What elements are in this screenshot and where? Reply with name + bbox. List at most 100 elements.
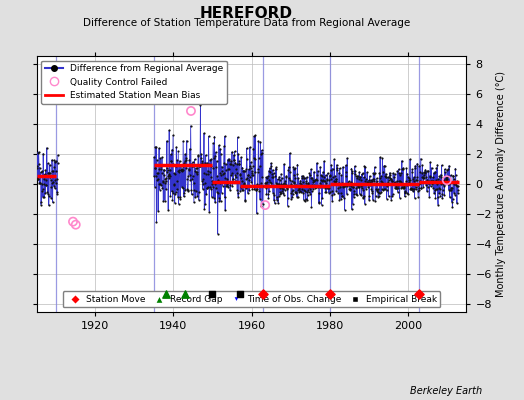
- Point: [189, 173, 198, 180]
- Point: [443, 178, 452, 184]
- Point: [444, 173, 452, 180]
- Point: [185, 172, 194, 178]
- Point: [330, 156, 339, 162]
- Point: [247, 168, 256, 174]
- Point: [177, 166, 185, 172]
- Point: [194, 197, 203, 203]
- Point: [52, 180, 60, 186]
- Point: [325, 291, 334, 297]
- Point: [256, 139, 265, 145]
- Point: [331, 175, 340, 182]
- Point: [386, 170, 394, 176]
- Point: [281, 182, 290, 189]
- Point: [178, 184, 186, 190]
- Point: [223, 181, 231, 187]
- Point: [358, 170, 367, 176]
- Point: [399, 166, 407, 172]
- Point: [316, 177, 325, 183]
- Point: [407, 185, 415, 192]
- Point: [274, 200, 282, 207]
- Point: [172, 188, 180, 195]
- Point: [255, 154, 263, 161]
- Point: [429, 178, 437, 185]
- Point: [166, 172, 174, 179]
- Point: [181, 158, 189, 164]
- Point: [413, 182, 422, 188]
- Point: [327, 162, 335, 168]
- Point: [315, 190, 323, 196]
- Point: [407, 186, 416, 192]
- Point: [340, 195, 348, 201]
- Point: [243, 175, 252, 181]
- Point: [47, 177, 55, 184]
- Point: [37, 181, 46, 187]
- Point: [270, 200, 279, 206]
- Point: [441, 181, 449, 187]
- Point: [329, 180, 337, 187]
- Point: [435, 190, 443, 196]
- Point: [256, 163, 264, 169]
- Point: [179, 185, 187, 191]
- Point: [200, 206, 209, 212]
- Point: [394, 189, 402, 195]
- Point: [409, 176, 418, 182]
- Point: [161, 179, 169, 186]
- Point: [340, 182, 348, 189]
- Point: [214, 176, 223, 183]
- Point: [345, 186, 353, 192]
- Point: [231, 171, 239, 178]
- Point: [168, 197, 177, 204]
- Point: [347, 182, 355, 189]
- Point: [275, 176, 283, 183]
- Point: [356, 174, 364, 181]
- Point: [46, 161, 54, 168]
- Point: [376, 189, 384, 196]
- Point: [324, 190, 333, 196]
- Point: [208, 194, 216, 200]
- Point: [334, 190, 342, 196]
- Point: [48, 156, 56, 163]
- Point: [209, 140, 217, 146]
- Point: [296, 177, 304, 184]
- Point: [373, 178, 381, 185]
- Point: [153, 177, 161, 184]
- Point: [353, 173, 362, 180]
- Point: [408, 186, 416, 193]
- Point: [321, 188, 330, 195]
- Point: [297, 189, 305, 195]
- Point: [250, 133, 258, 139]
- Point: [291, 190, 300, 196]
- Point: [225, 166, 233, 173]
- Point: [35, 149, 43, 155]
- Point: [390, 180, 398, 186]
- Point: [367, 188, 376, 194]
- Point: [374, 189, 383, 196]
- Point: [410, 178, 419, 184]
- Point: [34, 176, 42, 182]
- Point: [167, 158, 176, 164]
- Point: [370, 170, 378, 177]
- Point: [286, 177, 294, 184]
- Point: [173, 178, 181, 184]
- Point: [349, 184, 357, 190]
- Point: [385, 193, 393, 200]
- Point: [206, 156, 214, 163]
- Point: [160, 167, 168, 174]
- Point: [191, 194, 200, 201]
- Point: [377, 173, 386, 180]
- Point: [176, 196, 184, 202]
- Point: [163, 167, 172, 174]
- Point: [427, 178, 435, 184]
- Point: [42, 145, 51, 151]
- Point: [370, 164, 379, 170]
- Point: [378, 181, 387, 187]
- Point: [220, 170, 228, 176]
- Point: [281, 181, 290, 188]
- Point: [347, 206, 356, 212]
- Point: [373, 175, 381, 181]
- Point: [205, 184, 214, 190]
- Point: [327, 176, 335, 182]
- Point: [221, 133, 229, 140]
- Point: [52, 158, 60, 164]
- Point: [357, 192, 365, 199]
